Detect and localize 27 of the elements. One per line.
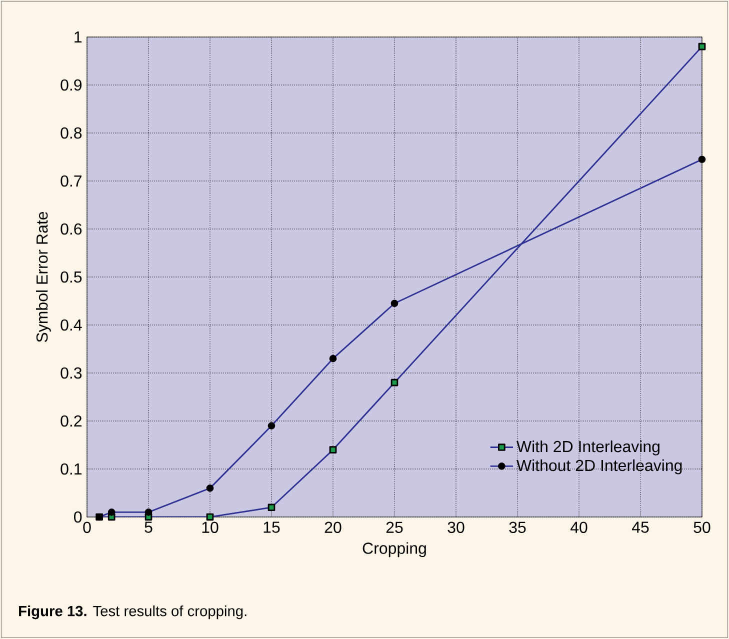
y-tick-label: 0.9 — [60, 79, 82, 91]
y-tick-label: 0 — [74, 511, 82, 523]
x-tick-label: 30 — [448, 522, 464, 534]
x-tick-label: 5 — [144, 522, 152, 533]
y-tick-label: 0.1 — [60, 463, 82, 475]
y-tick-label: 1 — [74, 32, 82, 42]
y-axis-title: Symbol Error Rate — [36, 212, 51, 342]
x-tick-label: 0 — [83, 522, 91, 534]
y-tick-label: 0.5 — [60, 271, 82, 283]
y-tick-label: 0.6 — [60, 223, 82, 235]
x-tick-label: 10 — [202, 522, 218, 534]
x-tick-label: 45 — [632, 522, 649, 533]
y-tick-label: 0.2 — [60, 415, 82, 427]
y-tick-label: 0.3 — [60, 367, 82, 379]
x-tick-label: 15 — [264, 522, 280, 533]
legend-label: With 2D Interleaving — [516, 440, 660, 456]
x-tick-label: 25 — [386, 522, 403, 534]
y-tick-label: 0.4 — [60, 319, 82, 331]
text: Figure 13. Test results of cropping. — [19, 605, 246, 620]
y-tick-label: 0.7 — [60, 175, 82, 187]
legend-label: Without 2D Interleaving — [516, 459, 682, 474]
y-tick-label: 0.8 — [60, 127, 82, 139]
x-axis-title: Cropping — [362, 542, 426, 558]
x-tick-label: 50 — [694, 522, 710, 534]
x-tick-label: 35 — [509, 522, 526, 534]
x-tick-label: 20 — [324, 522, 342, 534]
x-tick-label: 40 — [570, 522, 588, 534]
